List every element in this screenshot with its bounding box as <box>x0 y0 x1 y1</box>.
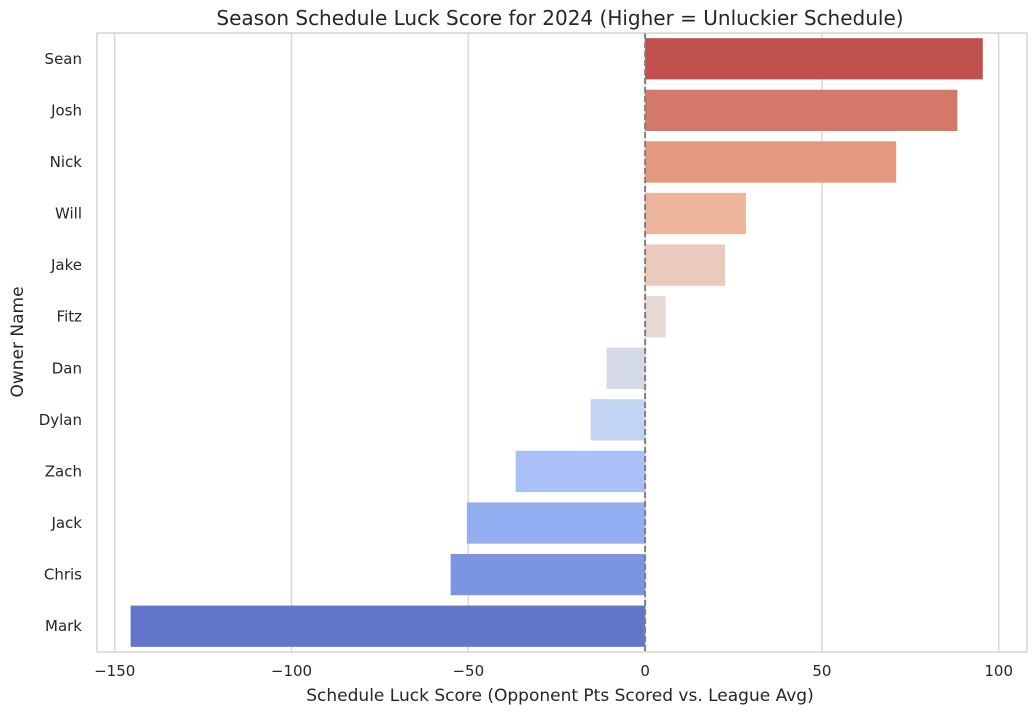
bars <box>130 38 983 647</box>
bar-fitz <box>645 296 666 338</box>
bar-nick <box>645 141 897 183</box>
bar-dylan <box>590 399 646 441</box>
x-tick-label: 50 <box>812 662 831 680</box>
bar-dan <box>606 347 646 389</box>
y-tick-label-jack: Jack <box>50 514 82 532</box>
x-tick-label: 100 <box>984 662 1013 680</box>
bar-will <box>645 192 746 235</box>
bar-zach <box>515 450 646 493</box>
y-tick-label-dylan: Dylan <box>39 411 82 429</box>
y-tick-label-josh: Josh <box>50 101 82 119</box>
bar-jake <box>645 244 726 286</box>
y-tick-label-jake: Jake <box>50 256 82 274</box>
bar-sean <box>645 38 983 80</box>
bar-jack <box>466 502 646 544</box>
y-tick-label-chris: Chris <box>44 566 82 584</box>
bar-josh <box>645 89 958 132</box>
plot-frame <box>96 32 1028 653</box>
x-axis-label: Schedule Luck Score (Opponent Pts Scored… <box>306 686 813 706</box>
y-tick-label-zach: Zach <box>45 462 82 480</box>
x-tick-label: −150 <box>94 662 135 680</box>
x-tick-label: −50 <box>452 662 484 680</box>
y-tick-label-sean: Sean <box>45 50 82 68</box>
chart-title: Season Schedule Luck Score for 2024 (Hig… <box>216 6 903 30</box>
y-axis-label: Owner Name <box>8 286 28 397</box>
bar-chris <box>450 553 646 596</box>
y-tick-label-nick: Nick <box>50 153 83 171</box>
y-tick-label-dan: Dan <box>52 359 82 377</box>
y-tick-label-mark: Mark <box>45 617 82 635</box>
y-tick-labels: Sean Josh Nick Will Jake Fitz Dan Dylan Zach Jack… <box>39 50 83 635</box>
bar-mark <box>130 605 646 647</box>
y-tick-label-fitz: Fitz <box>57 308 83 326</box>
x-tick-label: 0 <box>640 662 650 680</box>
y-tick-label-will: Will <box>55 205 82 223</box>
x-tick-labels: −150 −100 −50 0 50 100 <box>94 662 1013 680</box>
x-tick-label: −100 <box>271 662 312 680</box>
